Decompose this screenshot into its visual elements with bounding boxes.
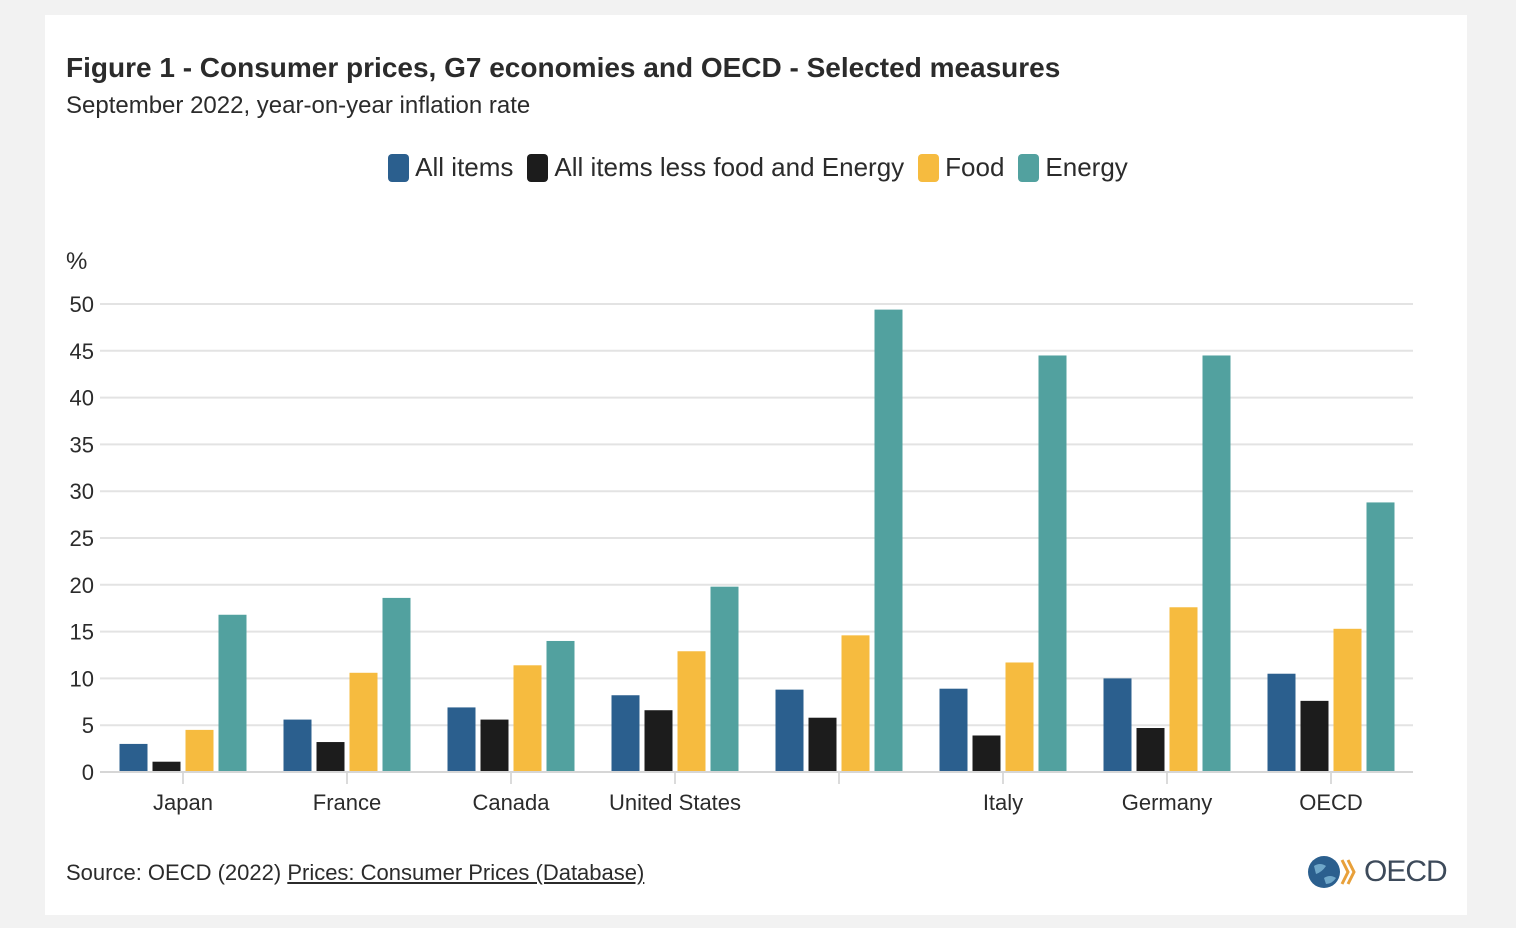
bar[interactable] xyxy=(1267,673,1296,772)
legend-swatch-all-items xyxy=(388,153,410,182)
bars xyxy=(119,309,1395,772)
legend-label-all-items: All items xyxy=(415,152,514,182)
oecd-globe-icon xyxy=(1308,856,1356,888)
legend-item-food[interactable]: Food xyxy=(918,152,1004,183)
bar[interactable] xyxy=(1366,502,1395,772)
x-tick-label: Japan xyxy=(153,790,213,815)
legend-label-core: All items less food and Energy xyxy=(554,152,905,182)
bar[interactable] xyxy=(1103,678,1132,772)
y-axis-ticks: 0 5 10 15 20 25 30 35 40 45 50 xyxy=(70,292,94,785)
bar[interactable] xyxy=(152,761,181,772)
bar-chart: % 0 5 10 15 20 25 30 35 40 45 50 Japan France Canada… xyxy=(66,248,1413,815)
bar[interactable] xyxy=(1169,607,1198,772)
legend-label-energy: Energy xyxy=(1045,152,1128,182)
bar[interactable] xyxy=(480,719,509,772)
bar[interactable] xyxy=(382,597,411,772)
legend-item-energy[interactable]: Energy xyxy=(1018,152,1128,183)
bar[interactable] xyxy=(1038,355,1067,772)
y-tick-label: 0 xyxy=(82,760,94,785)
chart-subtitle: September 2022, year-on-year inflation r… xyxy=(66,92,531,119)
x-tick-label: France xyxy=(313,790,381,815)
bar[interactable] xyxy=(513,665,542,772)
bar[interactable] xyxy=(447,707,476,772)
y-tick-label: 5 xyxy=(82,713,94,738)
chart-title: Figure 1 - Consumer prices, G7 economies… xyxy=(66,52,1061,83)
x-tick-label: United States xyxy=(609,790,741,815)
y-tick-label: 20 xyxy=(70,573,94,598)
y-tick-label: 25 xyxy=(70,526,94,551)
bar[interactable] xyxy=(775,689,804,772)
x-tick-label: Germany xyxy=(1122,790,1212,815)
bar[interactable] xyxy=(316,742,345,772)
bar[interactable] xyxy=(677,651,706,772)
bar[interactable] xyxy=(644,710,673,772)
chart-legend: All items All items less food and Energy… xyxy=(0,152,1516,183)
oecd-logo-text: OECD xyxy=(1364,855,1448,888)
bar[interactable] xyxy=(939,688,968,772)
legend-swatch-food xyxy=(918,153,940,182)
bar[interactable] xyxy=(1136,728,1165,772)
y-tick-label: 10 xyxy=(70,666,94,691)
bar[interactable] xyxy=(1202,355,1231,772)
source-link[interactable]: Prices: Consumer Prices (Database) xyxy=(287,860,645,885)
bar[interactable] xyxy=(841,635,870,772)
bar[interactable] xyxy=(119,743,148,772)
y-tick-label: 40 xyxy=(70,386,94,411)
bar[interactable] xyxy=(874,309,903,772)
x-tick-label: Canada xyxy=(472,790,550,815)
y-tick-label: 15 xyxy=(70,620,94,645)
bar[interactable] xyxy=(349,672,378,772)
bar[interactable] xyxy=(611,695,640,772)
bar[interactable] xyxy=(710,586,739,772)
legend-swatch-energy xyxy=(1018,153,1040,182)
bar[interactable] xyxy=(546,640,575,772)
y-tick-label: 30 xyxy=(70,479,94,504)
source-prefix: Source: OECD (2022) xyxy=(66,860,288,885)
y-tick-label: 50 xyxy=(70,292,94,317)
x-axis-ticks: Japan France Canada United States Italy Germa… xyxy=(100,771,1413,815)
bar[interactable] xyxy=(1005,662,1034,772)
bar[interactable] xyxy=(283,719,312,772)
legend-label-food: Food xyxy=(945,152,1005,182)
bar[interactable] xyxy=(1300,700,1329,772)
bar[interactable] xyxy=(1333,628,1362,772)
bar[interactable] xyxy=(808,717,837,772)
x-tick-label: Italy xyxy=(983,790,1023,815)
legend-swatch-core xyxy=(527,153,549,182)
y-axis-label: % xyxy=(66,248,87,275)
x-tick-label: OECD xyxy=(1299,790,1363,815)
legend-item-core[interactable]: All items less food and Energy xyxy=(527,152,904,183)
bar[interactable] xyxy=(185,729,214,772)
source-note: Source: OECD (2022) Prices: Consumer Pri… xyxy=(66,860,644,886)
bar[interactable] xyxy=(972,735,1001,772)
legend-item-all-items[interactable]: All items xyxy=(388,152,513,183)
oecd-logo: OECD xyxy=(1306,852,1448,892)
y-tick-label: 45 xyxy=(70,339,94,364)
y-tick-label: 35 xyxy=(70,432,94,457)
bar[interactable] xyxy=(218,614,247,772)
